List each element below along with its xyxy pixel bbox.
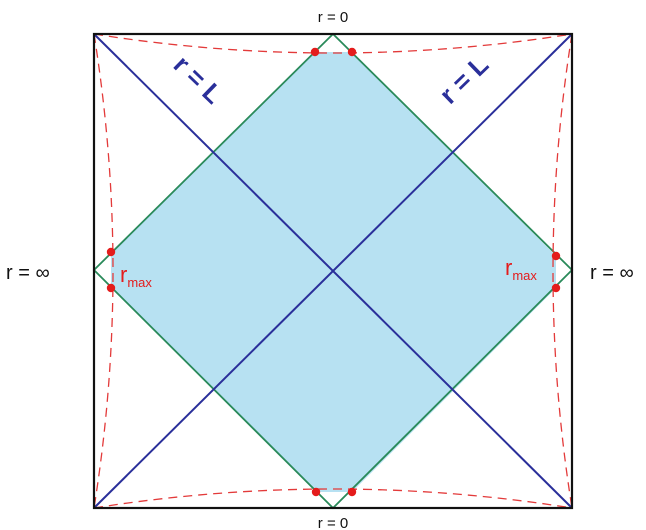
label-diag-left: r = L	[168, 49, 229, 109]
label-left-rinf: r = ∞	[6, 262, 50, 284]
label-top-r0: r = 0	[318, 9, 348, 26]
point-top-left	[310, 47, 320, 57]
point-top-right	[347, 47, 357, 57]
dashed-curve-top	[93, 33, 573, 54]
point-right-lower	[551, 283, 561, 293]
label-rmax-right: rmax	[505, 255, 537, 283]
label-rmax-left: rmax	[120, 262, 152, 290]
rmax-left-base: r	[120, 262, 127, 287]
rmax-left-sub: max	[127, 275, 152, 290]
label-bottom-r0: r = 0	[318, 515, 348, 530]
point-right-upper	[551, 251, 561, 261]
dashed-curve-left	[93, 33, 114, 509]
point-bottom-right	[347, 487, 357, 497]
dashed-curve-right	[552, 33, 573, 509]
point-left-upper	[106, 247, 116, 257]
label-right-rinf: r = ∞	[590, 262, 634, 284]
point-bottom-left	[311, 487, 321, 497]
diagonal-line-right	[93, 33, 573, 509]
label-diag-right: r = L	[433, 49, 494, 109]
rmax-right-sub: max	[512, 268, 537, 283]
diagram-frame	[92, 32, 574, 510]
dashed-curve-bottom	[93, 488, 573, 509]
point-left-lower	[106, 283, 116, 293]
rmax-right-base: r	[505, 255, 512, 280]
